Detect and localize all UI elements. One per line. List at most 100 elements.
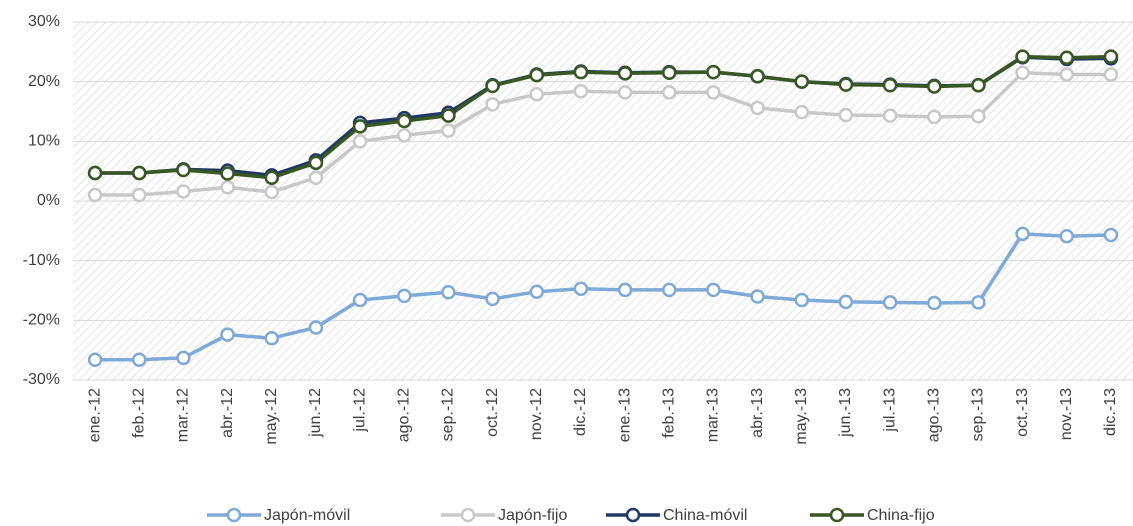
marker	[264, 184, 279, 200]
marker	[485, 291, 500, 307]
x-tick-label: may.-12	[263, 388, 280, 445]
x-tick-label: oct.-13	[1014, 388, 1031, 437]
marker	[573, 64, 589, 80]
y-tick-label: -30%	[23, 371, 60, 388]
marker	[750, 69, 765, 84]
marker	[132, 165, 147, 181]
marker	[1059, 228, 1074, 244]
x-tick-label: jun.-12	[307, 388, 324, 438]
marker	[882, 108, 898, 123]
marker	[132, 352, 147, 367]
marker	[220, 180, 235, 195]
marker	[87, 165, 103, 181]
marker	[308, 320, 324, 335]
marker	[132, 187, 147, 203]
marker	[485, 97, 500, 112]
marker	[264, 170, 279, 185]
x-tick-label: jul.-12	[351, 388, 368, 433]
marker	[264, 330, 279, 346]
marker	[220, 327, 235, 342]
marker	[1015, 49, 1030, 64]
marker	[1103, 49, 1119, 64]
marker	[927, 79, 942, 94]
marker	[573, 281, 589, 296]
marker	[529, 86, 544, 102]
x-tick-label: abr.-12	[219, 388, 236, 438]
marker	[352, 292, 368, 308]
series-line	[95, 70, 1111, 197]
y-tick-label: 0%	[37, 192, 60, 209]
marker	[882, 295, 898, 310]
legend-label: China-móvil	[663, 507, 747, 524]
y-tick-label: 10%	[28, 133, 60, 150]
marker	[838, 77, 854, 92]
marker	[573, 83, 589, 99]
marker	[397, 113, 412, 129]
marker	[794, 292, 809, 308]
legend-marker	[625, 507, 641, 523]
marker	[176, 162, 191, 178]
x-tick-label: dic.-13	[1102, 388, 1119, 436]
x-tick-label: sep.-13	[970, 388, 987, 441]
marker	[794, 74, 809, 89]
marker	[617, 85, 633, 100]
marker	[352, 119, 368, 134]
x-tick-label: ago.-13	[925, 388, 942, 442]
marker	[397, 288, 412, 304]
marker	[927, 109, 942, 125]
x-tick-label: nov.-12	[528, 388, 545, 440]
marker	[662, 282, 677, 298]
marker	[706, 85, 721, 100]
x-tick-label: may.-13	[793, 388, 810, 445]
marker	[750, 289, 765, 304]
marker	[529, 284, 544, 299]
x-tick-label: mar.-13	[705, 388, 722, 442]
x-tick-label: abr.-13	[749, 388, 766, 438]
marker	[308, 155, 324, 171]
marker	[529, 67, 544, 83]
marker	[617, 282, 633, 298]
marker	[971, 109, 986, 124]
x-tick-label: jun.-13	[837, 388, 854, 438]
marker	[662, 65, 677, 80]
legend-label: Japón-fijo	[498, 507, 567, 524]
marker	[308, 170, 324, 185]
x-tick-label: ene.-12	[86, 388, 103, 442]
legend-label: Japón-móvil	[264, 507, 350, 524]
marker	[352, 134, 368, 149]
x-tick-label: jul.-13	[881, 388, 898, 433]
x-tick-label: feb.-13	[660, 388, 677, 438]
x-tick-label: nov.-13	[1058, 388, 1075, 440]
legend-marker	[829, 507, 845, 523]
marker	[1015, 65, 1030, 80]
marker	[87, 352, 103, 367]
marker	[176, 350, 191, 366]
legend-label: China-fijo	[867, 507, 935, 524]
x-tick-label: mar.-12	[175, 388, 192, 442]
marker	[1059, 67, 1074, 82]
marker	[882, 77, 898, 93]
marker	[397, 128, 412, 143]
marker	[1059, 50, 1074, 66]
marker	[1103, 67, 1119, 82]
marker	[176, 184, 191, 199]
series-line	[95, 232, 1111, 362]
marker	[662, 85, 677, 100]
x-tick-label: sep.-12	[440, 388, 457, 441]
marker	[794, 104, 809, 120]
marker	[971, 77, 986, 93]
legend-marker	[460, 507, 476, 523]
marker	[441, 108, 456, 123]
y-tick-label: -10%	[23, 252, 60, 269]
marker	[706, 64, 721, 80]
x-tick-label: feb.-12	[130, 388, 147, 438]
marker	[706, 282, 721, 298]
marker	[750, 100, 765, 116]
marker	[220, 166, 235, 181]
y-tick-label: 20%	[28, 73, 60, 90]
marker	[441, 123, 456, 138]
x-tick-label: oct.-12	[484, 388, 501, 437]
x-tick-label: dic.-12	[572, 388, 589, 436]
marker	[971, 295, 986, 310]
